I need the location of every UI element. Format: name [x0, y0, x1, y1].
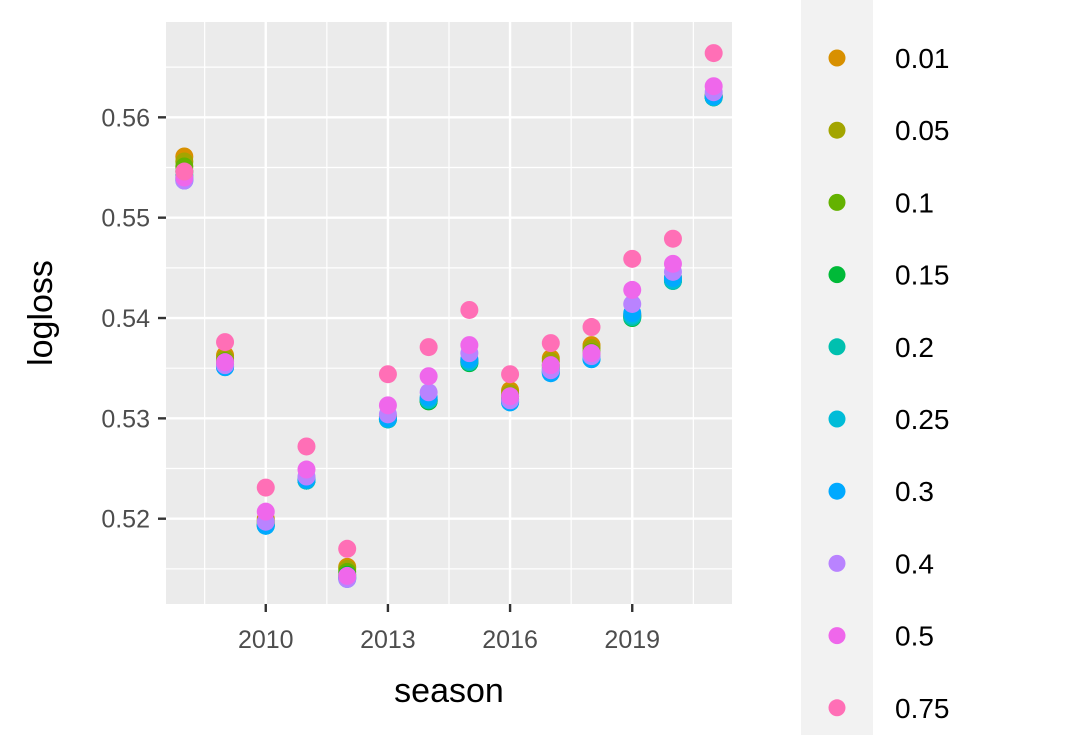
- data-point: [501, 387, 520, 406]
- x-tick-label: 2016: [482, 626, 538, 654]
- y-tick-label: 0.54: [101, 305, 150, 333]
- legend-key: [828, 554, 846, 572]
- legend-key: [828, 699, 846, 717]
- data-point: [378, 365, 397, 384]
- data-points: [175, 44, 723, 588]
- data-point: [175, 162, 194, 181]
- legend-label: 0.1: [895, 187, 934, 218]
- data-point: [582, 318, 601, 337]
- data-point: [663, 229, 682, 248]
- legend-key: [828, 193, 846, 211]
- data-point: [460, 300, 479, 319]
- data-point: [297, 437, 316, 456]
- y-tick-label: 0.56: [101, 104, 150, 132]
- legend-label: 0.3: [895, 476, 934, 507]
- legend-key: [828, 266, 846, 284]
- data-point: [704, 44, 723, 63]
- data-point: [541, 334, 560, 353]
- data-point: [419, 367, 438, 386]
- legend-key: [828, 482, 846, 500]
- data-point: [338, 539, 357, 558]
- data-point: [216, 353, 235, 372]
- legend-label: 0.75: [895, 693, 950, 724]
- x-tick-label: 2019: [604, 626, 660, 654]
- legend-key: [828, 410, 846, 428]
- data-point: [623, 294, 642, 313]
- data-point: [338, 566, 357, 585]
- legend-label: 0.2: [895, 332, 934, 363]
- data-point: [623, 249, 642, 268]
- y-tick-label: 0.52: [101, 506, 150, 534]
- y-tick-label: 0.55: [101, 205, 150, 233]
- data-point: [419, 338, 438, 357]
- data-point: [704, 77, 723, 96]
- x-axis-title: season: [394, 672, 504, 710]
- x-tick-label: 2010: [238, 626, 294, 654]
- data-point: [460, 336, 479, 355]
- data-point: [256, 502, 275, 521]
- legend-label: 0.15: [895, 260, 950, 291]
- axis-ticks: 2010 2013 2016 2019 0.52 0.53 0.54 0.55 0.56: [101, 104, 660, 654]
- legend-key: [828, 338, 846, 356]
- legend-label: 0.25: [895, 404, 950, 435]
- legend-background: [801, 0, 873, 735]
- legend: 0.01 0.05 0.1 0.15 0.2 0.25 0.3 0.4 0.5 0.75: [828, 43, 950, 724]
- data-point: [501, 365, 520, 384]
- data-point: [419, 383, 438, 402]
- data-point: [582, 344, 601, 363]
- legend-key: [828, 627, 846, 645]
- legend-label: 0.05: [895, 115, 950, 146]
- data-point: [378, 396, 397, 415]
- data-point: [216, 333, 235, 352]
- legend-label: 0.4: [895, 548, 934, 579]
- y-tick-label: 0.53: [101, 405, 150, 433]
- data-point: [623, 280, 642, 299]
- data-point: [541, 356, 560, 375]
- legend-key: [828, 49, 846, 67]
- data-point: [297, 460, 316, 479]
- y-axis-title: logloss: [22, 260, 60, 366]
- x-tick-label: 2013: [360, 626, 416, 654]
- legend-label: 0.5: [895, 621, 934, 652]
- data-point: [663, 254, 682, 273]
- data-point: [256, 478, 275, 497]
- legend-label: 0.01: [895, 43, 950, 74]
- legend-key: [828, 121, 846, 139]
